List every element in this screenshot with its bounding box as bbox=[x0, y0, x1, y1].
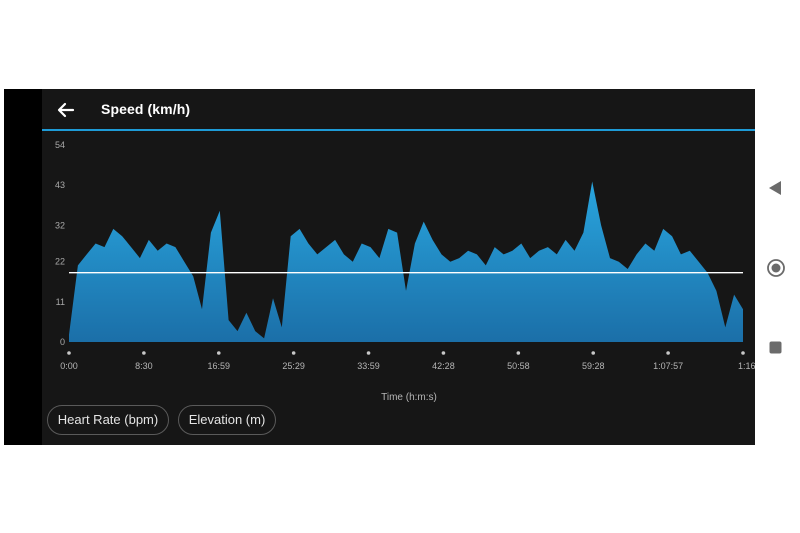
x-tick-dot bbox=[142, 351, 146, 355]
y-tick-label: 43 bbox=[55, 180, 65, 190]
x-tick-dot bbox=[67, 351, 71, 355]
circle-home-icon[interactable] bbox=[766, 258, 786, 278]
header-bar: Speed (km/h) bbox=[42, 89, 755, 130]
speed-area-series bbox=[69, 181, 743, 342]
x-tick-dot bbox=[441, 351, 446, 355]
x-tick-label: 8:30 bbox=[135, 361, 153, 371]
x-tick-label: 33:59 bbox=[357, 361, 380, 371]
heart-rate-button[interactable]: Heart Rate (bpm) bbox=[47, 405, 169, 435]
x-tick-dot bbox=[591, 351, 596, 355]
x-tick-dot bbox=[516, 351, 521, 355]
x-tick-label: 16:59 bbox=[208, 361, 231, 371]
page-title: Speed (km/h) bbox=[101, 101, 191, 117]
x-tick-label: 25:29 bbox=[282, 361, 305, 371]
x-tick-dot bbox=[366, 351, 371, 355]
x-tick-dot bbox=[666, 351, 670, 355]
x-axis-title: Time (h:m:s) bbox=[381, 392, 437, 403]
x-tick-label: 59:28 bbox=[582, 361, 605, 371]
x-tick-label: 50:58 bbox=[507, 361, 530, 371]
x-tick-label: 1:07:57 bbox=[653, 361, 683, 371]
triangle-back-icon[interactable] bbox=[768, 180, 782, 196]
square-recents-icon[interactable] bbox=[769, 341, 782, 354]
header-accent-line bbox=[42, 129, 755, 131]
app-view: Speed (km/h) 0 11 22 32 43 54 0:00 8:30 16:59 25… bbox=[42, 89, 755, 445]
arrow-left-icon[interactable] bbox=[54, 98, 78, 122]
x-tick-dot bbox=[291, 351, 296, 355]
x-tick-label: 0:00 bbox=[60, 361, 78, 371]
y-tick-label: 32 bbox=[55, 220, 65, 230]
y-tick-label: 0 bbox=[60, 337, 65, 347]
x-tick-label: 42:28 bbox=[432, 361, 455, 371]
x-tick-dot bbox=[741, 351, 745, 355]
speed-chart: 0 11 22 32 43 54 0:00 8:30 16:59 25:29 33:59 42:28… bbox=[55, 140, 755, 403]
x-tick-dot bbox=[216, 351, 221, 355]
y-tick-label: 11 bbox=[56, 297, 65, 307]
y-tick-label: 54 bbox=[55, 140, 65, 150]
y-tick-label: 22 bbox=[55, 257, 65, 267]
elevation-button[interactable]: Elevation (m) bbox=[178, 405, 276, 435]
phone-screen: Speed (km/h) 0 11 22 32 43 54 0:00 8:30 16:59 25… bbox=[4, 89, 755, 445]
x-tick-label: 1:16:27 bbox=[738, 361, 755, 371]
